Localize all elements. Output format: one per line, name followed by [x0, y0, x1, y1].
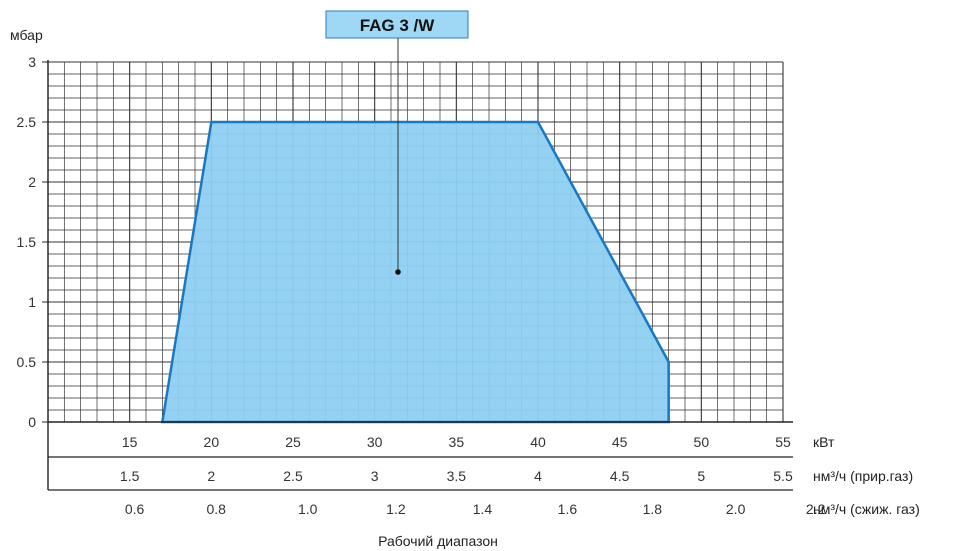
pointer-dot — [395, 269, 401, 275]
x-tick-label: 2 — [207, 468, 215, 484]
x-tick-label: 1.0 — [298, 501, 318, 517]
x-tick-label: 3.5 — [447, 468, 467, 484]
x-tick-label: 1.6 — [558, 501, 578, 517]
x-axis-unit-label: нм³/ч (прир.газ) — [813, 468, 913, 484]
y-tick-label: 0.5 — [17, 354, 37, 370]
y-tick-label: 1.5 — [17, 234, 37, 250]
x-tick-label: 55 — [775, 434, 791, 450]
x-tick-label: 20 — [204, 434, 220, 450]
x-tick-label: 0.6 — [125, 501, 145, 517]
x-tick-label: 50 — [694, 434, 710, 450]
x-tick-label: 5 — [697, 468, 705, 484]
x-tick-label: 0.8 — [206, 501, 226, 517]
y-tick-label: 2.5 — [17, 114, 37, 130]
x-tick-label: 30 — [367, 434, 383, 450]
model-title: FAG 3 /W — [360, 16, 436, 35]
x-tick-label: 45 — [612, 434, 628, 450]
x-tick-label: 2.0 — [726, 501, 746, 517]
x-tick-label: 35 — [449, 434, 465, 450]
x-tick-label: 40 — [530, 434, 546, 450]
x-axis-unit-label: нм³/ч (сжиж. газ) — [813, 501, 920, 517]
x-tick-label: 2.2 — [806, 501, 826, 517]
x-tick-label: 3 — [371, 468, 379, 484]
x-tick-label: 1.5 — [120, 468, 140, 484]
x-axis-unit-label: кВт — [813, 434, 835, 450]
y-tick-label: 1 — [28, 294, 36, 310]
x-tick-label: 1.4 — [473, 501, 493, 517]
x-tick-label: 1.8 — [643, 501, 663, 517]
working-range-area — [160, 120, 670, 424]
y-tick-label: 3 — [28, 54, 36, 70]
x-tick-label: 4 — [534, 468, 542, 484]
x-tick-label: 25 — [285, 434, 301, 450]
y-tick-label: 2 — [28, 174, 36, 190]
chart-caption: Рабочий диапазон — [378, 533, 498, 549]
x-tick-label: 1.2 — [386, 501, 406, 517]
x-tick-label: 2.5 — [283, 468, 303, 484]
model-label: FAG 3 /W — [325, 10, 469, 275]
y-axis-label: мбар — [10, 27, 43, 43]
y-tick-label: 0 — [28, 414, 36, 430]
x-tick-label: 4.5 — [610, 468, 630, 484]
x-tick-label: 5.5 — [773, 468, 793, 484]
x-tick-label: 15 — [122, 434, 138, 450]
